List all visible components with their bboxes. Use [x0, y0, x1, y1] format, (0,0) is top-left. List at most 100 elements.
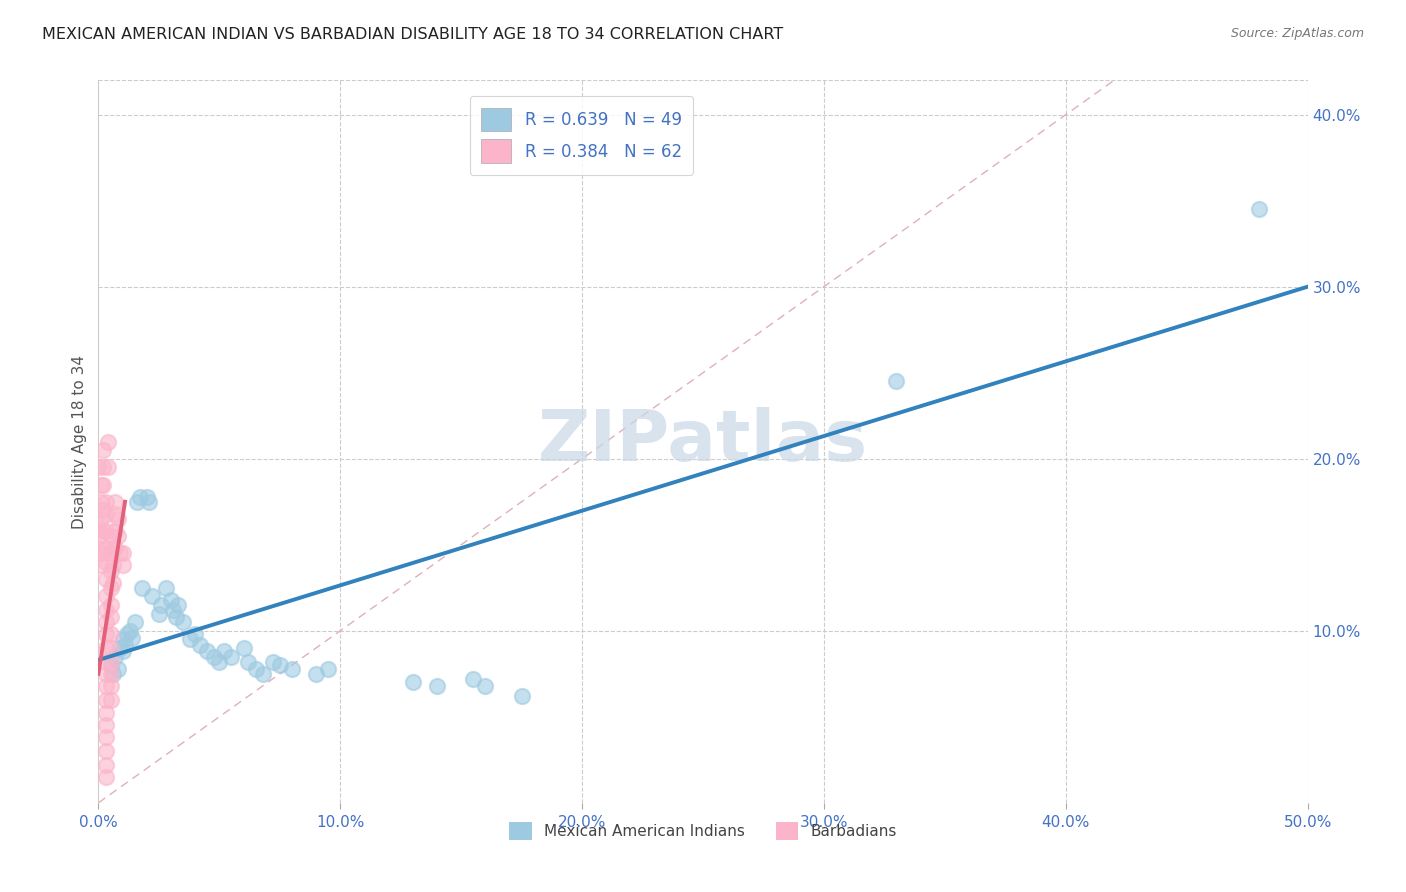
- Point: [184, 627, 207, 641]
- Point: [94, 758, 117, 772]
- Point: [108, 546, 131, 560]
- Point: [90, 546, 112, 560]
- Point: [94, 706, 117, 721]
- Point: [97, 434, 120, 449]
- Point: [402, 675, 425, 690]
- Point: [91, 503, 114, 517]
- Point: [100, 692, 122, 706]
- Point: [305, 666, 328, 681]
- Point: [208, 655, 231, 669]
- Point: [104, 541, 127, 556]
- Text: Source: ZipAtlas.com: Source: ZipAtlas.com: [1230, 27, 1364, 40]
- Point: [148, 607, 170, 621]
- Point: [91, 477, 114, 491]
- Point: [91, 524, 114, 538]
- Point: [100, 640, 122, 655]
- Point: [195, 644, 218, 658]
- Point: [179, 632, 201, 647]
- Point: [91, 460, 114, 475]
- Point: [135, 490, 157, 504]
- Point: [124, 615, 146, 630]
- Point: [100, 679, 122, 693]
- Point: [94, 731, 117, 745]
- Point: [886, 375, 908, 389]
- Point: [150, 598, 173, 612]
- Point: [100, 627, 122, 641]
- Point: [100, 564, 122, 578]
- Point: [100, 658, 122, 673]
- Point: [188, 638, 211, 652]
- Point: [107, 529, 129, 543]
- Point: [128, 490, 150, 504]
- Point: [87, 520, 110, 534]
- Point: [104, 494, 127, 508]
- Point: [104, 649, 127, 664]
- Point: [91, 443, 114, 458]
- Point: [232, 640, 254, 655]
- Point: [94, 640, 117, 655]
- Point: [111, 644, 134, 658]
- Point: [94, 541, 117, 556]
- Point: [100, 655, 122, 669]
- Point: [252, 666, 274, 681]
- Point: [269, 658, 291, 673]
- Point: [94, 679, 117, 693]
- Point: [100, 598, 122, 612]
- Y-axis label: Disability Age 18 to 34: Disability Age 18 to 34: [72, 354, 87, 529]
- Point: [94, 655, 117, 669]
- Point: [94, 494, 117, 508]
- Point: [107, 662, 129, 676]
- Point: [100, 546, 122, 560]
- Point: [101, 666, 124, 681]
- Point: [90, 494, 112, 508]
- Point: [117, 627, 139, 641]
- Point: [165, 610, 187, 624]
- Point: [94, 770, 117, 784]
- Point: [141, 590, 163, 604]
- Point: [131, 581, 153, 595]
- Point: [94, 666, 117, 681]
- Point: [94, 572, 117, 586]
- Point: [510, 689, 533, 703]
- Point: [121, 631, 143, 645]
- Point: [160, 592, 183, 607]
- Point: [221, 649, 243, 664]
- Point: [162, 603, 184, 617]
- Point: [101, 558, 124, 573]
- Point: [94, 692, 117, 706]
- Point: [94, 718, 117, 732]
- Point: [474, 679, 496, 693]
- Point: [100, 666, 122, 681]
- Point: [238, 655, 260, 669]
- Point: [94, 627, 117, 641]
- Point: [111, 546, 134, 560]
- Point: [87, 541, 110, 556]
- Point: [100, 529, 122, 543]
- Point: [118, 624, 141, 638]
- Text: MEXICAN AMERICAN INDIAN VS BARBADIAN DISABILITY AGE 18 TO 34 CORRELATION CHART: MEXICAN AMERICAN INDIAN VS BARBADIAN DIS…: [42, 27, 783, 42]
- Point: [463, 672, 485, 686]
- Point: [114, 638, 136, 652]
- Point: [94, 555, 117, 569]
- Point: [212, 644, 235, 658]
- Point: [204, 649, 226, 664]
- Point: [111, 558, 134, 573]
- Point: [94, 615, 117, 630]
- Point: [97, 460, 120, 475]
- Point: [101, 541, 124, 556]
- Point: [94, 507, 117, 521]
- Point: [245, 662, 267, 676]
- Point: [172, 615, 194, 630]
- Point: [90, 477, 112, 491]
- Point: [94, 524, 117, 538]
- Point: [104, 524, 127, 538]
- Legend: Mexican American Indians, Barbadians: Mexican American Indians, Barbadians: [499, 813, 907, 849]
- Point: [316, 662, 339, 676]
- Point: [100, 610, 122, 624]
- Point: [104, 507, 127, 521]
- Point: [111, 632, 134, 647]
- Point: [281, 662, 304, 676]
- Text: ZIPatlas: ZIPatlas: [538, 407, 868, 476]
- Point: [1249, 202, 1271, 217]
- Point: [100, 581, 122, 595]
